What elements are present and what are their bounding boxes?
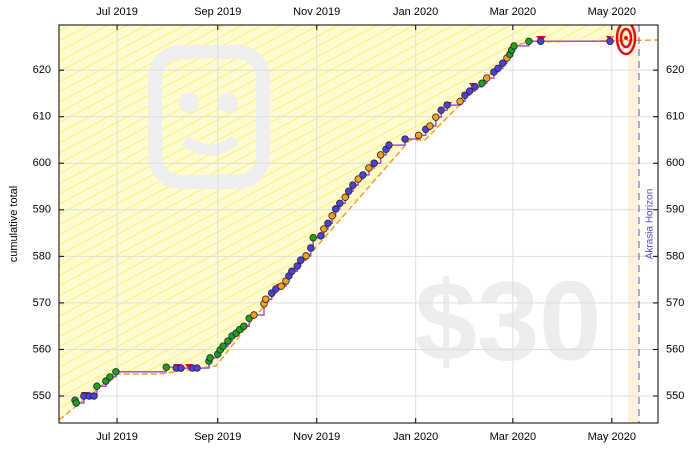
data-point — [494, 64, 502, 72]
y-tick-label: 590 — [33, 204, 51, 216]
y-tick-label-right: 560 — [666, 343, 684, 355]
data-point — [478, 79, 486, 87]
data-point — [465, 87, 474, 95]
data-point — [206, 354, 214, 362]
data-point — [456, 97, 464, 106]
road-line — [59, 39, 658, 421]
lookahead-band — [628, 25, 639, 423]
data-point — [385, 141, 393, 149]
data-point — [302, 252, 310, 260]
y-tick-label: 620 — [33, 64, 51, 76]
x-tick-label-top: Sep 2019 — [194, 6, 241, 18]
data-point — [401, 135, 409, 143]
goal-target — [615, 25, 637, 56]
y-tick-label: 570 — [33, 297, 51, 309]
x-tick-label: Nov 2019 — [293, 431, 340, 443]
data-point — [320, 225, 328, 233]
smiley-eye — [218, 93, 238, 113]
x-tick-label-top: Nov 2019 — [293, 6, 340, 18]
data-point — [193, 364, 201, 372]
data-point — [510, 42, 518, 50]
data-point — [349, 181, 357, 189]
data-point — [307, 244, 315, 252]
data-point — [288, 267, 296, 275]
data-point — [377, 151, 385, 159]
data-point — [336, 199, 344, 207]
x-tick-label-top: Jul 2019 — [96, 6, 138, 18]
x-tick-label: Jul 2019 — [96, 431, 138, 443]
data-point — [177, 364, 185, 372]
smiley-eye — [179, 93, 199, 113]
plot-frame — [58, 24, 659, 424]
data-point — [536, 37, 545, 45]
data-point — [461, 91, 469, 99]
data-point — [72, 399, 80, 407]
y-axis-label: cumulative total — [8, 186, 20, 262]
x-tick-label: May 2020 — [588, 431, 636, 443]
data-point — [499, 59, 507, 67]
x-tick-label: Mar 2020 — [490, 431, 536, 443]
data-point — [309, 234, 317, 242]
data-point — [359, 171, 367, 179]
data-point — [437, 106, 445, 114]
data-point — [90, 392, 98, 400]
data-point — [341, 193, 349, 201]
y-tick-label-right: 550 — [666, 390, 684, 402]
data-point — [317, 232, 325, 240]
data-point — [328, 212, 336, 220]
y-tick-label-right: 580 — [666, 250, 684, 262]
y-tick-label: 580 — [33, 250, 51, 262]
data-point — [277, 282, 285, 290]
x-tick-label-top: Jan 2020 — [393, 6, 438, 18]
y-tick-label: 600 — [33, 157, 51, 169]
data-point — [365, 164, 373, 172]
x-tick-label: Jan 2020 — [393, 431, 438, 443]
y-tick-label-right: 590 — [666, 204, 684, 216]
y-tick-label: 550 — [33, 390, 51, 402]
data-point — [324, 219, 332, 228]
data-point — [483, 74, 491, 82]
data-point — [240, 322, 248, 330]
data-point — [224, 337, 232, 345]
y-tick-label-right: 610 — [666, 111, 684, 123]
y-tick-label-right: 620 — [666, 64, 684, 76]
watermark: $30 — [415, 259, 602, 384]
data-point — [106, 373, 114, 381]
data-point — [426, 122, 434, 130]
data-point — [219, 342, 227, 350]
data-point — [250, 311, 258, 319]
data-point — [471, 83, 479, 91]
data-point — [162, 363, 170, 371]
road-stripes — [59, 25, 628, 420]
data-point — [297, 256, 305, 264]
data-point — [354, 175, 362, 183]
y-tick-label: 560 — [33, 343, 51, 355]
y-tick-label-right: 570 — [666, 297, 684, 309]
data-point — [525, 37, 533, 45]
data-point — [370, 159, 378, 167]
data-point — [432, 113, 440, 121]
horizon-label: Akrasia Horizon — [645, 189, 656, 260]
data-point — [606, 37, 614, 45]
data-point — [345, 187, 353, 195]
x-tick-label: Sep 2019 — [194, 431, 241, 443]
x-tick-label-top: Mar 2020 — [490, 6, 536, 18]
data-point — [293, 262, 301, 270]
data-point — [93, 382, 101, 390]
data-point — [414, 131, 423, 140]
x-tick-label-top: May 2020 — [588, 6, 636, 18]
y-tick-label-right: 600 — [666, 157, 684, 169]
y-tick-label: 610 — [33, 111, 51, 123]
data-point — [262, 295, 270, 303]
data-point — [443, 101, 451, 109]
data-point — [112, 368, 120, 376]
data-point — [331, 205, 340, 213]
